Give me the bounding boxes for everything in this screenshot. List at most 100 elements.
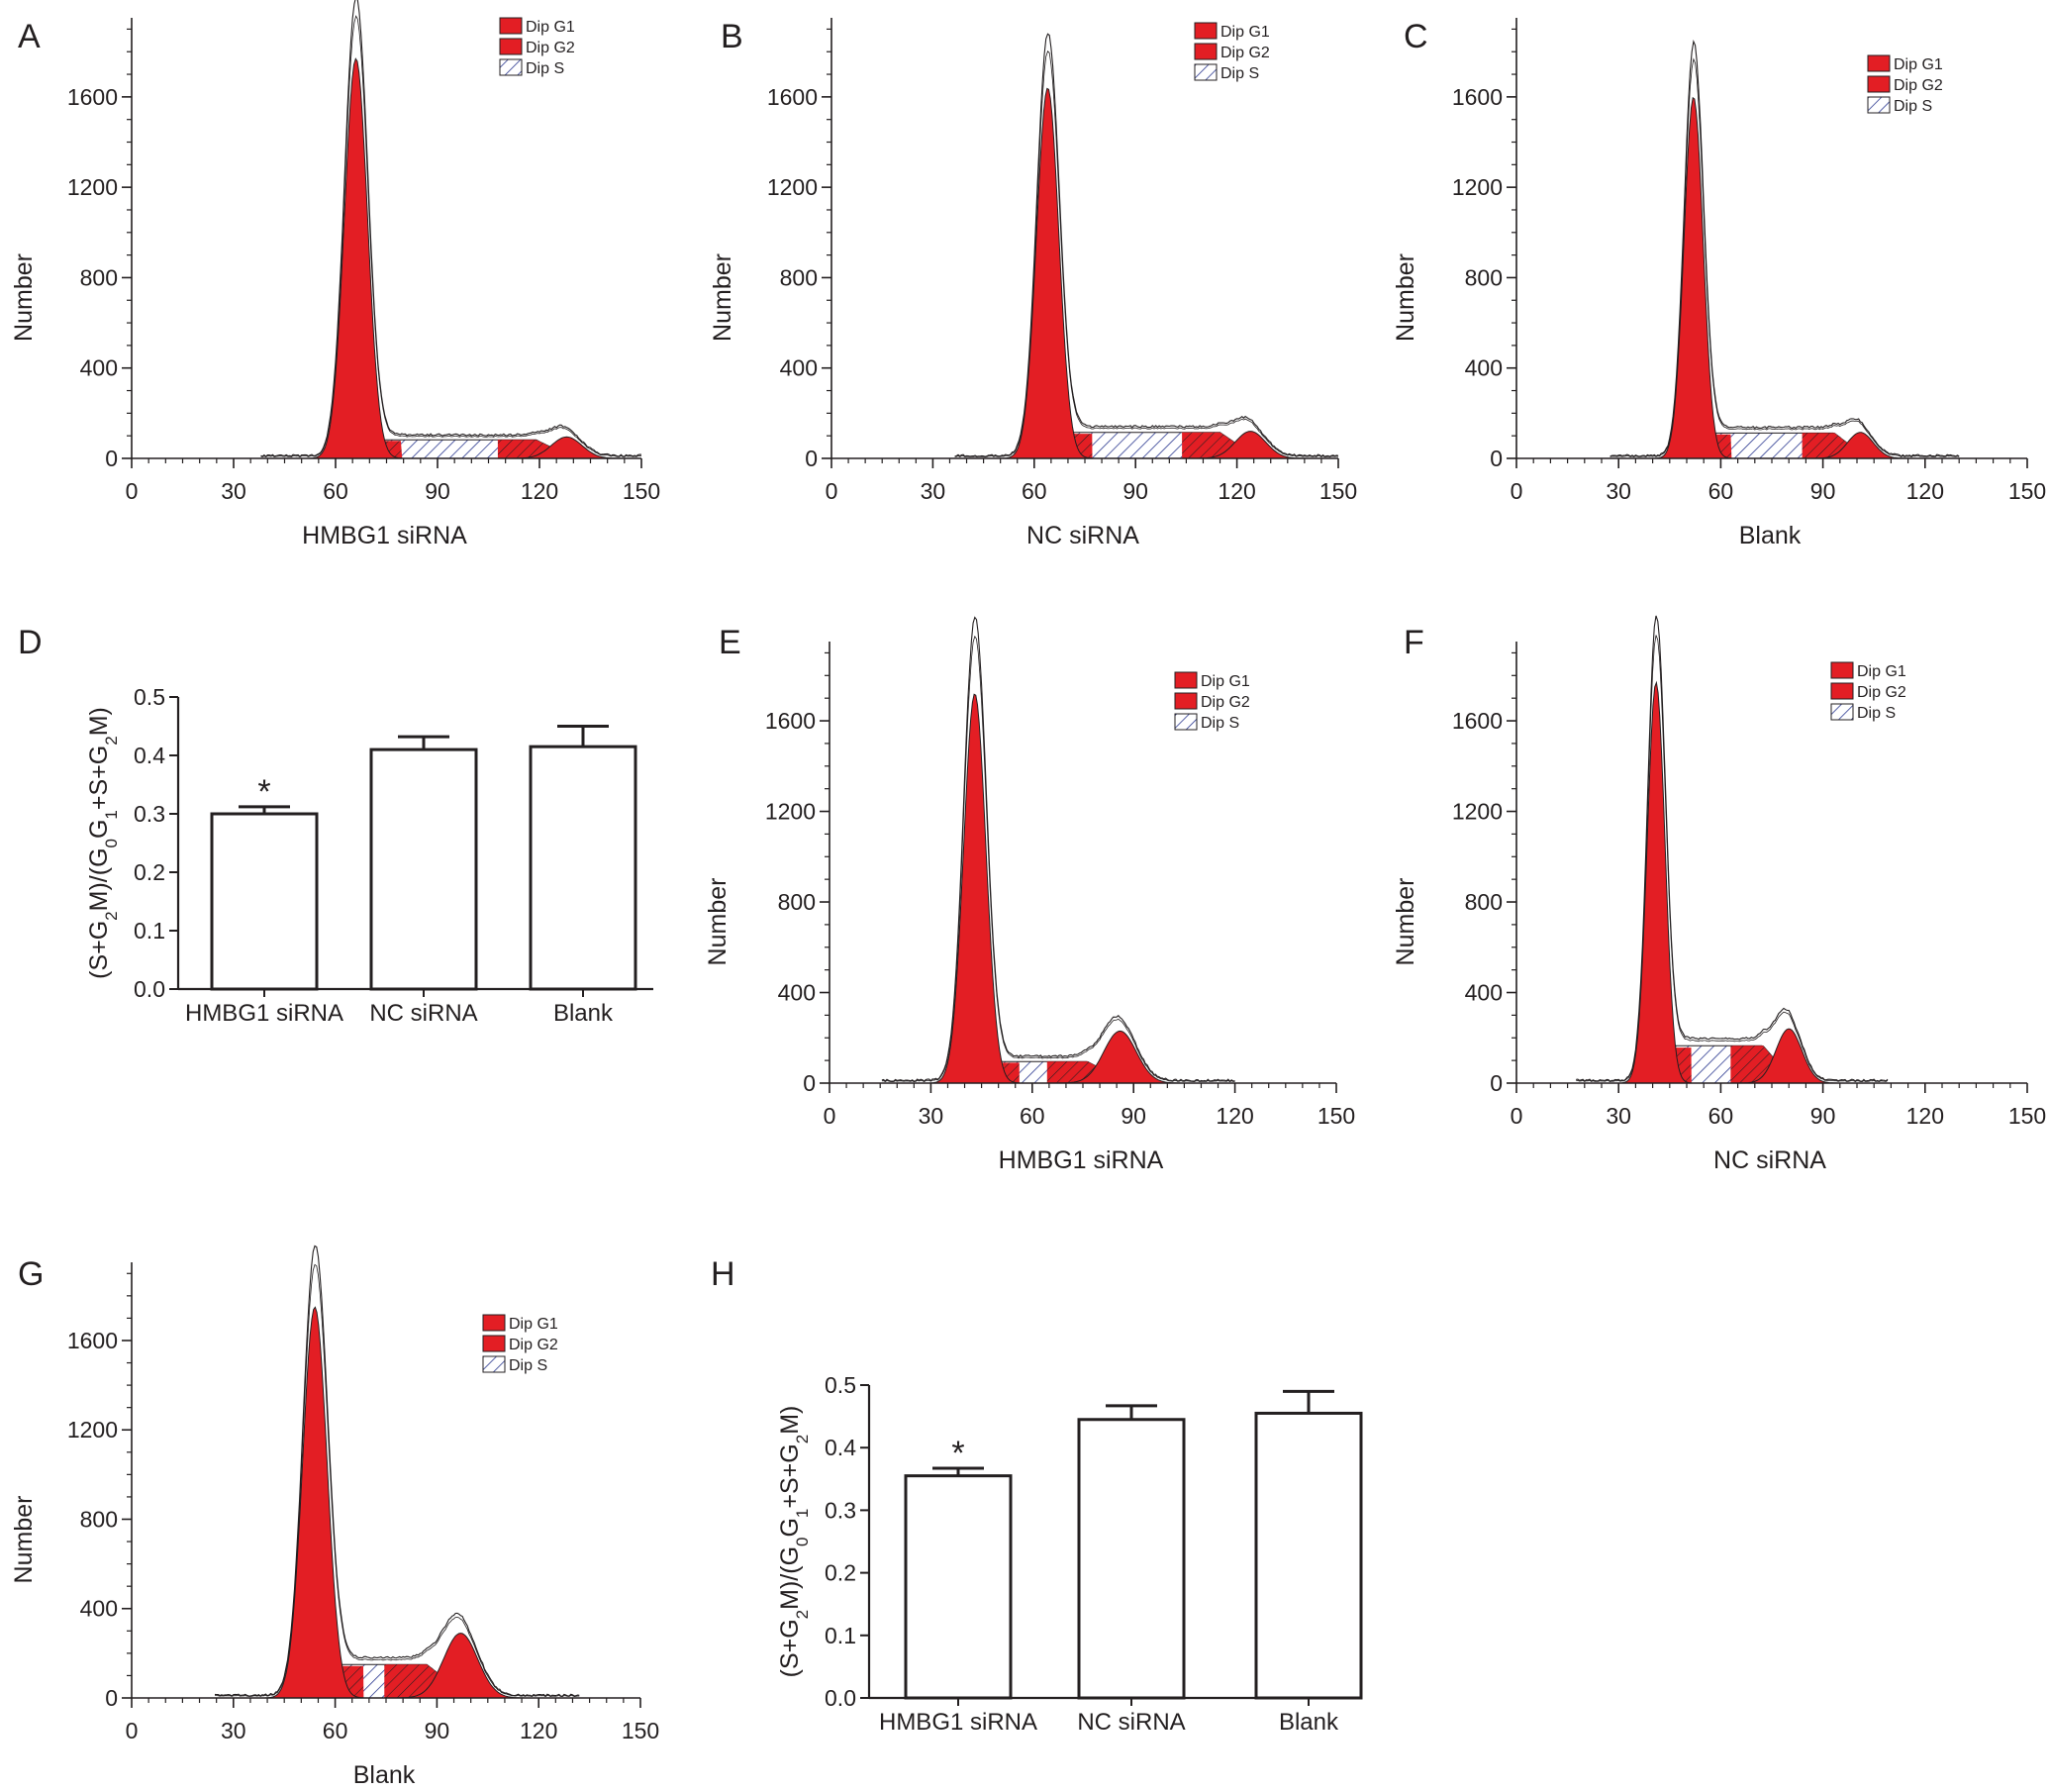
panel-letter: E: [719, 624, 741, 661]
category-label: HMBG1 siRNA: [879, 1709, 1037, 1736]
y-tick-label: 1200: [67, 1417, 118, 1443]
x-tick-label: 120: [1906, 1103, 1944, 1129]
x-tick-label: 120: [1218, 478, 1255, 504]
category-label: NC siRNA: [1077, 1709, 1185, 1736]
histogram-panel-a: A 0 30 60 90 120 150 0 400 800 1200 1600 HMBG1 siRNA…: [10, 0, 660, 549]
legend-label: Dip G2: [509, 1337, 558, 1353]
y-tick-label: 0.5: [825, 1372, 856, 1398]
g1-peak: [265, 1306, 364, 1699]
histogram-envelope: [260, 0, 642, 457]
y-tick-label: 0.3: [825, 1497, 856, 1523]
histogram-panel-c: C 0 30 60 90 120 150 0 400 800 1200 1600 Blank Number…: [1392, 18, 2046, 549]
legend-label: Dip G2: [1220, 45, 1270, 61]
histogram-panel-g: G 0 30 60 90 120 150 0 400 800 1200 1600 Blank Number…: [10, 1244, 659, 1789]
g1-peak: [929, 693, 1020, 1084]
y-tick-label: 800: [80, 1506, 118, 1532]
g1-peak: [1619, 680, 1692, 1084]
histogram-envelope: [214, 1244, 580, 1697]
y-tick-label: 1200: [767, 174, 818, 200]
x-tick-label: 60: [323, 1718, 348, 1743]
x-tick-label: 150: [1317, 1103, 1355, 1129]
g1-peak: [309, 57, 403, 459]
x-tick-label: 0: [824, 1103, 836, 1129]
bar: [210, 812, 319, 991]
legend-swatch: [482, 1314, 506, 1332]
bar: [369, 747, 478, 991]
x-axis-label: NC siRNA: [1026, 522, 1139, 549]
bar-panel-h: H 0.0 0.1 0.2 0.3 0.4 0.5 HMBG1 siRNA NC siRNA Bl…: [711, 1255, 1363, 1736]
y-tick-label: 800: [80, 264, 118, 290]
x-axis-label: NC siRNA: [1713, 1146, 1826, 1174]
bar: [529, 745, 637, 991]
y-tick-label: 0: [805, 446, 818, 471]
category-label: Blank: [553, 1000, 614, 1027]
bar-panel-d: D 0.0 0.1 0.2 0.3 0.4 0.5 HMBG1 siRNA NC siRNA Bl…: [18, 624, 653, 1027]
category-label: HMBG1 siRNA: [185, 1000, 343, 1027]
bar: [1254, 1411, 1363, 1700]
legend-swatch: [1194, 43, 1218, 60]
y-axis-label: (S+G2M)/(G0G1+S+G2M): [85, 707, 121, 979]
legend-label: Dip S: [509, 1357, 547, 1374]
legend-label: Dip S: [1201, 715, 1239, 732]
legend: Dip G1 Dip G2 Dip S: [1867, 54, 1943, 115]
legend-label: Dip G1: [526, 19, 575, 36]
g2-peak: [392, 1633, 529, 1699]
legend-label: Dip S: [1894, 98, 1932, 115]
legend-swatch: [1867, 96, 1891, 114]
legend-label: Dip G1: [1201, 673, 1250, 690]
panel-letter: A: [18, 18, 41, 55]
x-tick-label: 150: [2008, 478, 2046, 504]
y-tick-label: 800: [1465, 889, 1503, 915]
x-axis-label: Blank: [353, 1761, 416, 1789]
panel-letter: C: [1404, 18, 1428, 55]
x-tick-label: 60: [1022, 478, 1047, 504]
x-tick-label: 150: [1319, 478, 1357, 504]
panel-letter: G: [18, 1255, 44, 1293]
g1-peak: [1654, 96, 1732, 459]
y-tick-label: 800: [780, 264, 818, 290]
y-tick-label: 400: [1465, 355, 1503, 381]
x-tick-label: 150: [622, 1718, 659, 1743]
x-tick-label: 30: [921, 478, 946, 504]
legend-swatch: [1174, 713, 1198, 731]
y-tick-label: 0: [105, 446, 118, 471]
x-tick-label: 60: [323, 478, 348, 504]
y-tick-label: 1600: [1452, 708, 1503, 734]
x-tick-label: 0: [1511, 1103, 1523, 1129]
panel-letter: B: [721, 18, 743, 55]
histogram-fit-line: [215, 1263, 580, 1698]
x-tick-label: 60: [1708, 1103, 1734, 1129]
y-tick-label: 1600: [767, 84, 818, 110]
legend-swatch: [1830, 703, 1854, 721]
y-axis-label: Number: [709, 253, 736, 342]
y-tick-label: 1600: [1452, 84, 1503, 110]
legend: Dip G1 Dip G2 Dip S: [1830, 661, 1906, 722]
x-tick-label: 0: [1511, 478, 1523, 504]
x-tick-label: 0: [126, 1718, 139, 1743]
histogram-envelope: [1576, 615, 1889, 1082]
x-axis-label: Blank: [1739, 522, 1802, 549]
y-tick-label: 0.4: [134, 743, 165, 768]
histogram-envelope: [954, 33, 1339, 457]
y-tick-label: 800: [778, 889, 816, 915]
panel-letter: H: [711, 1255, 735, 1293]
histogram-fit-line: [954, 50, 1339, 458]
x-tick-label: 30: [1606, 1103, 1631, 1129]
x-tick-label: 30: [1606, 478, 1631, 504]
x-tick-label: 0: [826, 478, 838, 504]
g2-peak: [1736, 1028, 1841, 1084]
panel-letter: F: [1404, 624, 1424, 661]
y-axis-label: Number: [704, 878, 732, 966]
legend-swatch: [1194, 22, 1218, 40]
legend-swatch: [1867, 54, 1891, 72]
legend-label: Dip G1: [1857, 663, 1906, 680]
legend-label: Dip G2: [526, 40, 575, 56]
x-tick-label: 120: [1906, 478, 1944, 504]
legend: Dip G1 Dip G2 Dip S: [1174, 671, 1250, 732]
x-tick-label: 90: [1121, 1103, 1146, 1129]
legend-label: Dip G2: [1894, 77, 1943, 94]
y-tick-label: 1200: [765, 799, 816, 825]
legend-label: Dip S: [1220, 65, 1259, 82]
y-tick-label: 0: [803, 1070, 816, 1096]
